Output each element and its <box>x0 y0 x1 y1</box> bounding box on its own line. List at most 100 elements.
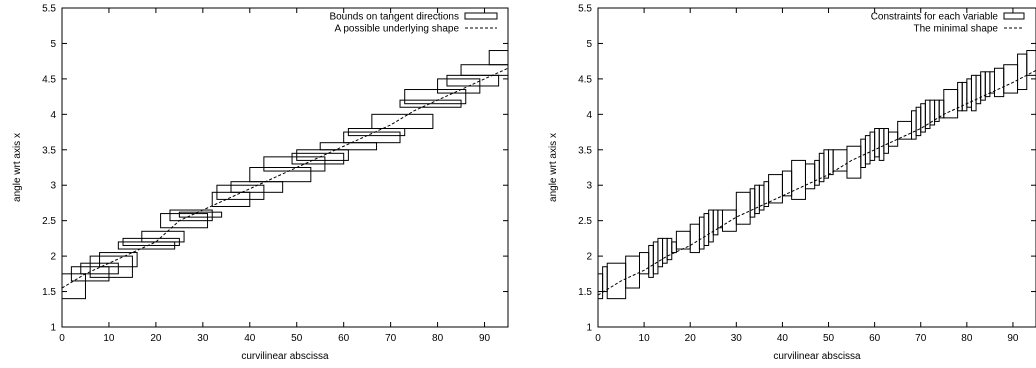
x-tick-label: 0 <box>595 333 601 344</box>
y-tick-label: 4 <box>586 110 592 121</box>
legend-label: Constraints for each variable <box>871 12 999 23</box>
box-series <box>598 50 1036 300</box>
bound-box <box>869 131 876 161</box>
bound-box <box>920 103 926 133</box>
x-tick-label: 10 <box>103 333 115 344</box>
plot-area <box>62 50 508 300</box>
dashed-curve <box>598 69 1036 296</box>
x-tick-label: 0 <box>59 333 65 344</box>
bound-box <box>864 135 871 165</box>
x-tick-label: 50 <box>823 333 835 344</box>
bound-box <box>1017 53 1028 91</box>
bound-box <box>371 113 434 130</box>
plot-frame <box>597 7 1036 328</box>
x-tick-label: 50 <box>291 333 303 344</box>
bound-box <box>249 167 312 183</box>
bound-box <box>708 209 714 243</box>
bound-box <box>141 230 185 243</box>
bound-box <box>878 128 885 161</box>
y-tick-label: 3.5 <box>578 145 592 156</box>
bound-box <box>343 131 401 144</box>
bound-box <box>717 209 723 229</box>
x-tick-label: 70 <box>385 333 397 344</box>
x-tick-label: 30 <box>197 333 209 344</box>
y-tick-label: 2.5 <box>42 216 56 227</box>
bound-box <box>169 209 213 222</box>
bound-box <box>721 209 737 232</box>
bound-box <box>689 223 700 254</box>
bound-box <box>887 131 899 147</box>
x-tick-label: 90 <box>1007 333 1019 344</box>
x-tick-label: 70 <box>915 333 927 344</box>
bound-box <box>606 262 627 300</box>
bound-box <box>828 149 834 176</box>
x-tick-label: 60 <box>869 333 881 344</box>
bound-box <box>99 252 138 268</box>
y-tick-label: 1.5 <box>578 287 592 298</box>
bound-box <box>625 255 640 289</box>
bound-box <box>860 138 866 168</box>
x-tick-label: 90 <box>479 333 491 344</box>
bound-box <box>666 237 673 261</box>
bound-box <box>698 216 705 250</box>
bound-box <box>832 149 848 172</box>
y-tick-label: 4.5 <box>578 74 592 85</box>
dashed-curve <box>62 67 508 289</box>
bound-box <box>915 106 922 137</box>
y-tick-label: 1 <box>50 323 56 334</box>
chart-tangent-bounds: 0 10 20 30 40 50 60 70 80 90 1 1.5 2 2.5 3 3.5 4 4.5 5 5.5 c… <box>12 4 509 362</box>
bound-box <box>823 149 830 179</box>
x-axis-label: curvilinear abscissa <box>241 351 329 362</box>
box-series <box>62 50 508 300</box>
legend-box-sample <box>1003 12 1025 20</box>
y-tick-label: 2 <box>50 252 56 263</box>
bound-box <box>296 149 349 161</box>
legend-label: A possible underlying shape <box>334 24 459 35</box>
y-tick-label: 4.5 <box>42 74 56 85</box>
chart-variable-constraints: 0 10 20 30 40 50 60 70 80 90 1 1.5 2 2.5 3 3.5 4 4.5 5 5.5 c… <box>548 4 1036 362</box>
y-tick-label: 1.5 <box>42 287 56 298</box>
y-tick-label: 5.5 <box>42 4 56 15</box>
x-tick-label: 40 <box>777 333 789 344</box>
bound-box <box>749 188 756 218</box>
bound-box <box>911 110 917 140</box>
y-tick-label: 2 <box>586 252 592 263</box>
bound-box <box>938 99 945 119</box>
bound-box <box>652 241 659 275</box>
bound-box <box>291 152 345 165</box>
x-tick-label: 40 <box>244 333 256 344</box>
legend-box-sample <box>464 12 498 20</box>
bound-box <box>883 128 889 154</box>
y-tick-label: 5 <box>586 39 592 50</box>
bound-box <box>404 89 467 105</box>
y-tick-label: 3 <box>50 181 56 192</box>
bound-box <box>602 266 608 293</box>
x-tick-label: 80 <box>432 333 444 344</box>
y-axis-label: angle wrt axis x <box>548 133 559 202</box>
x-axis-label: curvilinear abscissa <box>773 351 861 362</box>
bound-box <box>994 67 1005 98</box>
bound-box <box>703 213 710 246</box>
bound-box <box>62 273 86 300</box>
bound-box <box>230 181 284 193</box>
bound-box <box>662 237 668 264</box>
x-tick-label: 20 <box>150 333 162 344</box>
bound-box <box>1026 50 1036 76</box>
y-tick-label: 4 <box>50 110 56 121</box>
plot-area <box>598 50 1036 300</box>
x-tick-label: 30 <box>731 333 743 344</box>
bound-box <box>648 244 654 278</box>
bound-box <box>671 241 677 254</box>
legend-label: Bounds on tangent directions <box>329 12 459 23</box>
y-tick-label: 2.5 <box>578 216 592 227</box>
bound-box <box>874 128 880 158</box>
bound-box <box>1003 64 1019 94</box>
legend-label: The minimal shape <box>914 24 999 35</box>
y-tick-label: 5 <box>50 39 56 50</box>
bound-box <box>754 184 760 215</box>
y-tick-label: 3 <box>586 181 592 192</box>
bound-box <box>460 64 508 76</box>
bound-box <box>178 211 223 218</box>
bound-box <box>846 145 862 179</box>
